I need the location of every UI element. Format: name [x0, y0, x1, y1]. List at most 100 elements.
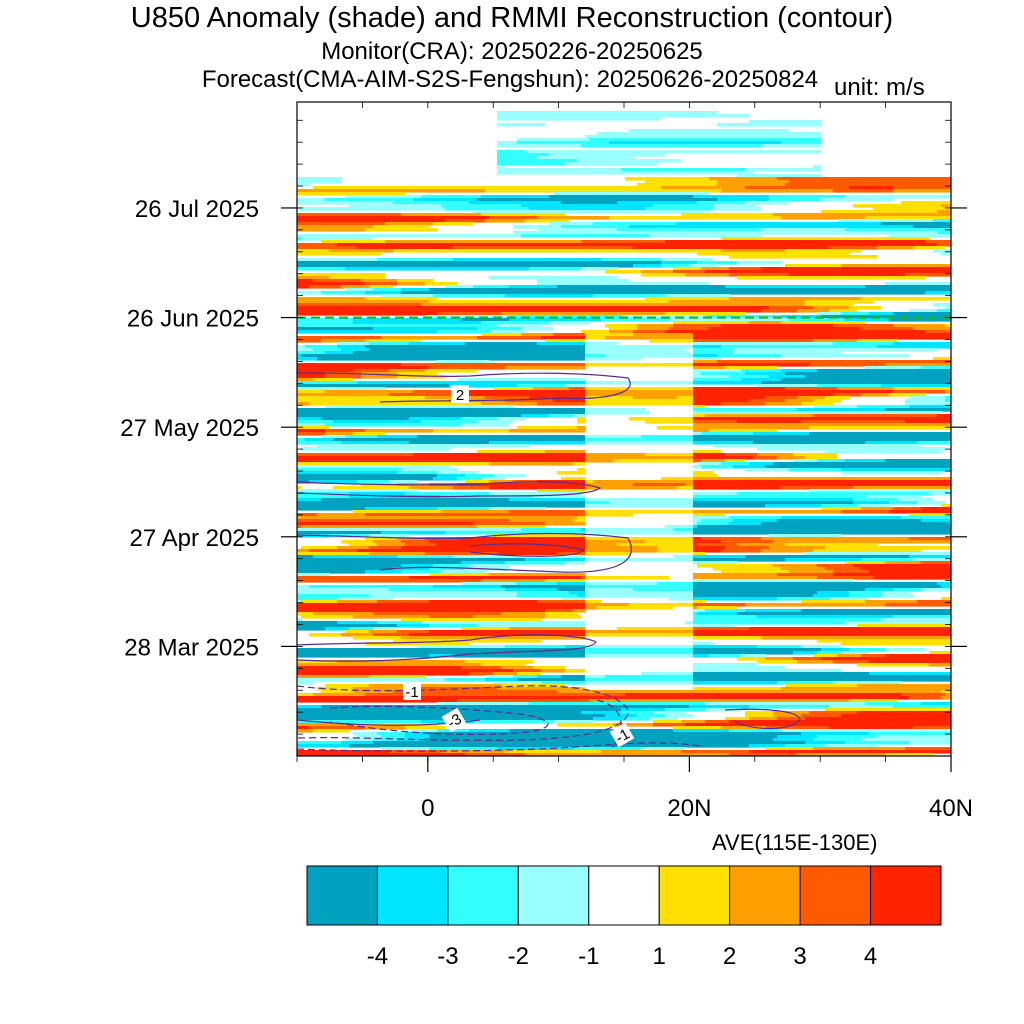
field-cell [913, 267, 918, 271]
field-cell [413, 258, 418, 262]
field-cell [573, 114, 578, 118]
field-cell [521, 258, 526, 262]
field-cell [417, 228, 422, 232]
field-cell [909, 231, 914, 235]
field-cell [761, 135, 766, 139]
field-cell [757, 144, 762, 148]
field-cell [781, 177, 786, 181]
field-cell [673, 246, 678, 250]
field-cell [609, 201, 614, 205]
field-cell [685, 231, 690, 235]
field-cell [521, 117, 526, 121]
field-cell [949, 252, 951, 256]
field-cell [393, 222, 398, 226]
field-cell [341, 258, 346, 262]
field-cell [709, 186, 714, 190]
field-cell [713, 201, 718, 205]
field-cell [945, 195, 950, 199]
field-cell [853, 240, 858, 244]
field-cell [329, 198, 334, 202]
field-cell [521, 159, 526, 163]
field-cell [357, 192, 362, 196]
field-cell [765, 138, 770, 142]
field-cell [841, 186, 846, 190]
field-cell [373, 198, 378, 202]
field-cell [581, 222, 586, 226]
field-cell [685, 177, 690, 181]
field-cell [889, 225, 894, 229]
field-cell [657, 177, 662, 181]
field-cell [637, 234, 642, 238]
field-cell [413, 243, 418, 247]
field-cell [785, 213, 790, 217]
field-cell [377, 264, 382, 268]
field-cell [405, 249, 410, 253]
field-cell [409, 204, 414, 208]
field-cell [541, 207, 546, 211]
field-cell [681, 171, 686, 175]
field-cell [533, 117, 538, 121]
field-cell [373, 204, 378, 208]
field-cell [705, 171, 710, 175]
field-cell [809, 225, 814, 229]
field-cell [749, 177, 754, 181]
field-cell [561, 159, 566, 163]
field-cell [397, 222, 402, 226]
field-cell [613, 111, 618, 115]
field-cell [529, 240, 534, 244]
field-cell [729, 207, 734, 211]
field-cell [821, 186, 826, 190]
field-cell [533, 207, 538, 211]
field-cell [381, 258, 386, 262]
field-cell [797, 246, 802, 250]
field-cell [749, 189, 754, 193]
field-cell [381, 204, 386, 208]
field-cell [309, 273, 314, 277]
field-cell [657, 183, 662, 187]
field-cell [569, 267, 574, 271]
field-cell [753, 201, 758, 205]
field-cell [861, 240, 866, 244]
field-cell [717, 171, 722, 175]
field-cell [873, 255, 878, 259]
field-cell [897, 237, 902, 241]
field-cell [673, 264, 678, 268]
field-cell [825, 189, 830, 193]
field-cell [745, 222, 750, 226]
field-cell [693, 168, 698, 172]
field-cell [677, 240, 682, 244]
field-cell [649, 231, 654, 235]
field-cell [501, 153, 506, 157]
field-cell [881, 213, 886, 217]
field-cell [537, 153, 542, 157]
field-cell [309, 219, 314, 223]
field-cell [473, 189, 478, 193]
field-cell [705, 264, 710, 268]
field-cell [721, 201, 726, 205]
field-cell [325, 246, 330, 250]
field-cell [569, 198, 574, 202]
field-cell [561, 207, 566, 211]
field-cell [577, 228, 582, 232]
field-cell [489, 267, 494, 271]
field-cell [681, 204, 686, 208]
field-cell [345, 213, 350, 217]
field-cell [593, 114, 598, 118]
field-cell [689, 201, 694, 205]
field-cell [321, 234, 326, 238]
field-cell [369, 249, 374, 253]
field-cell [533, 261, 538, 265]
field-cell [457, 204, 462, 208]
field-cell [909, 213, 914, 217]
field-cell [353, 192, 358, 196]
field-cell [501, 216, 506, 220]
field-cell [561, 111, 566, 115]
field-cell [329, 267, 334, 271]
field-cell [381, 207, 386, 211]
field-cell [585, 111, 590, 115]
field-cell [601, 231, 606, 235]
field-cell [661, 246, 666, 250]
field-cell [797, 195, 802, 199]
field-cell [569, 243, 574, 247]
field-cell [689, 204, 694, 208]
